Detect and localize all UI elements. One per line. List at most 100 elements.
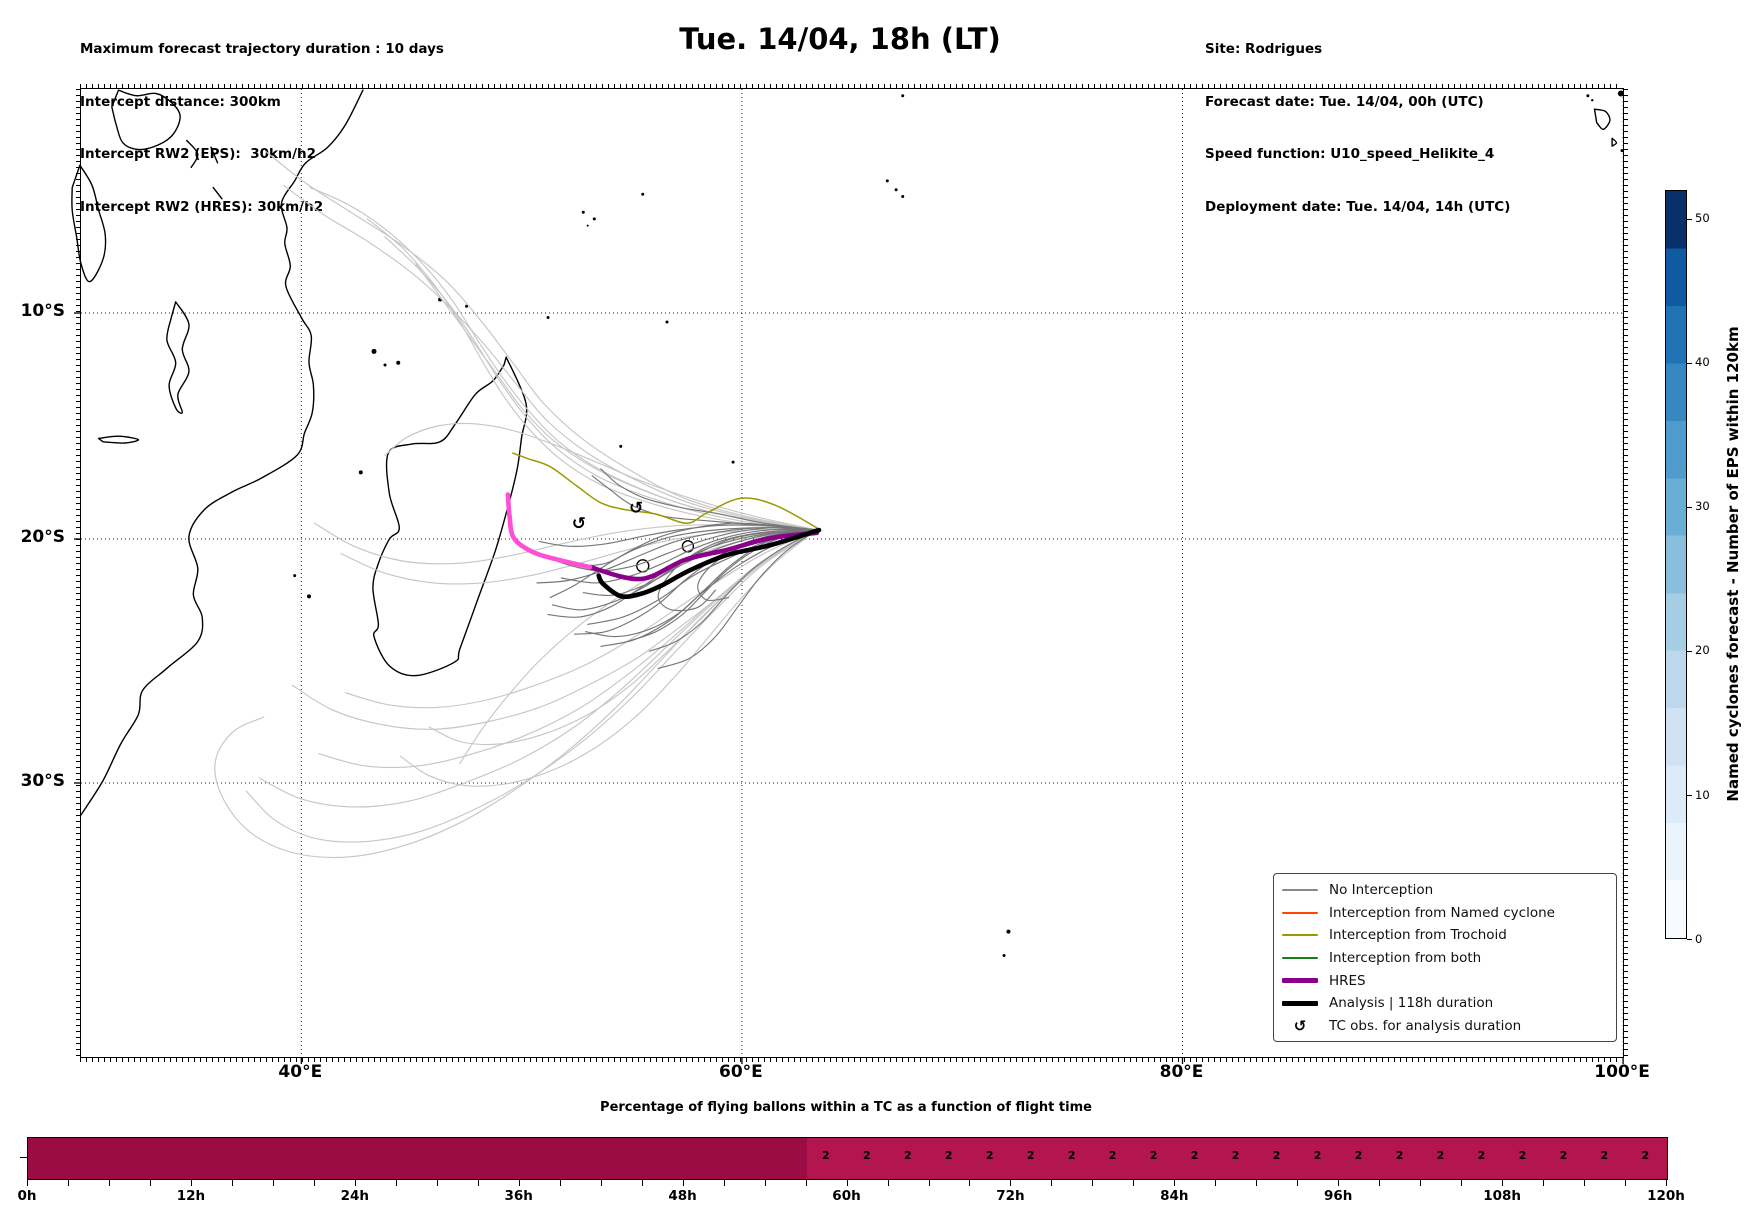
bar-x-tick (723, 1179, 725, 1186)
trajectory-no-interception-eps-members- (657, 529, 818, 612)
bar-x-tick (518, 1179, 520, 1186)
bar-value-label: 2 (822, 1149, 830, 1162)
colorbar-tick (1687, 218, 1692, 220)
trajectory-no-interception-long-range-members- (428, 529, 818, 746)
tc-obs-marker: ↺ (572, 514, 586, 534)
bar-value-label: 2 (1641, 1149, 1650, 1162)
island-speck (619, 444, 623, 448)
colorbar-tick (1687, 506, 1692, 508)
bar-x-tick (887, 1179, 889, 1186)
legend-item: ↺ TC obs. for analysis duration (1282, 1015, 1608, 1038)
speed-function-text: Speed function: U10_speed_Helikite_4 (1205, 146, 1495, 162)
island-speck (1006, 929, 1011, 934)
lon-tick-label: 60°E (719, 1062, 763, 1082)
bar-x-tick (436, 1179, 438, 1186)
bar-x-tick (969, 1179, 971, 1186)
deployment-date-text: Deployment date: Tue. 14/04, 14h (UTC) (1205, 198, 1511, 215)
coastline-lake-tanganyika (71, 164, 107, 283)
lat-tick-label: 10°S (20, 301, 65, 321)
legend-item: HRES (1282, 969, 1608, 992)
bar-x-tick (641, 1179, 643, 1186)
bar-value-label: 2 (1067, 1149, 1076, 1162)
bar-x-tick (846, 1179, 848, 1186)
bar-value-label: 2 (1600, 1149, 1609, 1162)
trajectory-interception-from-trochoid (512, 452, 818, 529)
trajectory-no-interception-eps-members- (534, 527, 818, 572)
bar-value-label: 2 (1231, 1149, 1240, 1162)
legend-item: Interception from Named cyclone (1282, 902, 1608, 925)
bar-x-tick (1092, 1179, 1094, 1186)
island-speck (592, 217, 596, 221)
legend-item-label: Interception from Named cyclone (1329, 904, 1555, 921)
bar-x-tick (1133, 1179, 1135, 1186)
coastline-sumatra-islands-ne (1593, 108, 1611, 130)
colorbar-label: Named cyclones forecast - Number of EPS … (1724, 326, 1742, 802)
bar-x-tick (764, 1179, 766, 1186)
bar-x-tick (272, 1179, 274, 1186)
intercept-rw2-eps-text: Intercept RW2 (EPS): 30km/h2 (80, 146, 316, 162)
bar-x-tick (1461, 1179, 1463, 1186)
bar-x-tick-label: 0h (17, 1188, 37, 1204)
island-speck (1586, 94, 1590, 98)
bar-x-tick (1502, 1179, 1504, 1186)
island-speck (371, 348, 377, 354)
bar-x-tick (1051, 1179, 1053, 1186)
legend-item-label: Analysis | 118h duration (1329, 995, 1494, 1012)
max-duration-text: Maximum forecast trajectory duration : 1… (80, 41, 444, 57)
tc-obs-marker: ↺ (629, 498, 643, 518)
bar-x-tick (928, 1179, 930, 1186)
legend-item: Interception from Trochoid (1282, 924, 1608, 947)
colorbar-tick (1687, 795, 1692, 796)
bar-segment (28, 1138, 807, 1179)
bar-value-label: 2 (1395, 1149, 1404, 1162)
island-speck (358, 470, 363, 475)
trajectory-no-interception-eps-members- (551, 529, 818, 611)
bar-value-label: 2 (1190, 1149, 1199, 1162)
bar-x-tick-label: 84h (1160, 1188, 1189, 1204)
island-speck (731, 460, 735, 464)
bar-x-tick (1584, 1179, 1585, 1186)
bar-x-tick-label: 96h (1323, 1188, 1353, 1204)
bar-x-tick (600, 1179, 602, 1186)
site-text: Site: Rodrigues (1205, 41, 1323, 57)
island-speck (383, 363, 387, 367)
map-legend: No Interception Interception from Named c… (1273, 873, 1617, 1042)
bar-x-tick (477, 1179, 479, 1186)
coastline-rift-lakes-small-1 (186, 139, 199, 169)
forecast-date-text: Forecast date: Tue. 14/04, 00h (UTC) (1205, 93, 1484, 110)
island-speck (586, 224, 589, 227)
bar-x-tick (27, 1179, 28, 1186)
bar-chart-title: Percentage of flying ballons within a TC… (600, 1100, 1092, 1115)
legend-item-label: Interception from both (1329, 950, 1482, 967)
trajectory-no-interception-long-range-members- (283, 184, 818, 531)
trajectory-no-interception-eps-members- (549, 522, 818, 599)
island-speck (885, 179, 889, 183)
colorbar-tick (1687, 362, 1692, 364)
island-speck (901, 195, 905, 199)
bar-x-tick-label: 120h (1647, 1188, 1685, 1204)
island-speck (901, 94, 905, 98)
bar-x-tick (1174, 1179, 1176, 1186)
bar-x-tick-label: 108h (1483, 1188, 1521, 1204)
bar-value-label: 2 (1436, 1149, 1445, 1162)
bar-x-tick (1666, 1179, 1667, 1186)
legend-item-label: TC obs. for analysis duration (1329, 1017, 1522, 1034)
coastline-rift-lakes-small-2 (210, 146, 219, 164)
bar-x-tick (1338, 1179, 1340, 1186)
colorbar (1665, 190, 1687, 939)
trajectory-no-interception-eps-members- (584, 529, 818, 638)
island-speck (1620, 149, 1624, 153)
island-speck (894, 188, 898, 192)
trajectory-no-interception-eps-members- (648, 529, 818, 652)
bar-value-label: 2 (1108, 1149, 1117, 1162)
colorbar-tick-label: 20 (1695, 643, 1710, 658)
trajectory-no-interception-long-range-members- (366, 218, 818, 531)
trajectory-no-interception-long-range-members- (309, 187, 818, 531)
bar-y-tick (20, 1157, 27, 1158)
island-mauritius (681, 540, 695, 553)
bar-x-tick-label: 24h (340, 1188, 369, 1204)
trajectory-hres-early-leg- (505, 492, 593, 570)
bar-value-label: 2 (1354, 1149, 1363, 1162)
bar-x-tick (313, 1179, 315, 1186)
trajectory-no-interception-long-range-members- (258, 529, 818, 808)
